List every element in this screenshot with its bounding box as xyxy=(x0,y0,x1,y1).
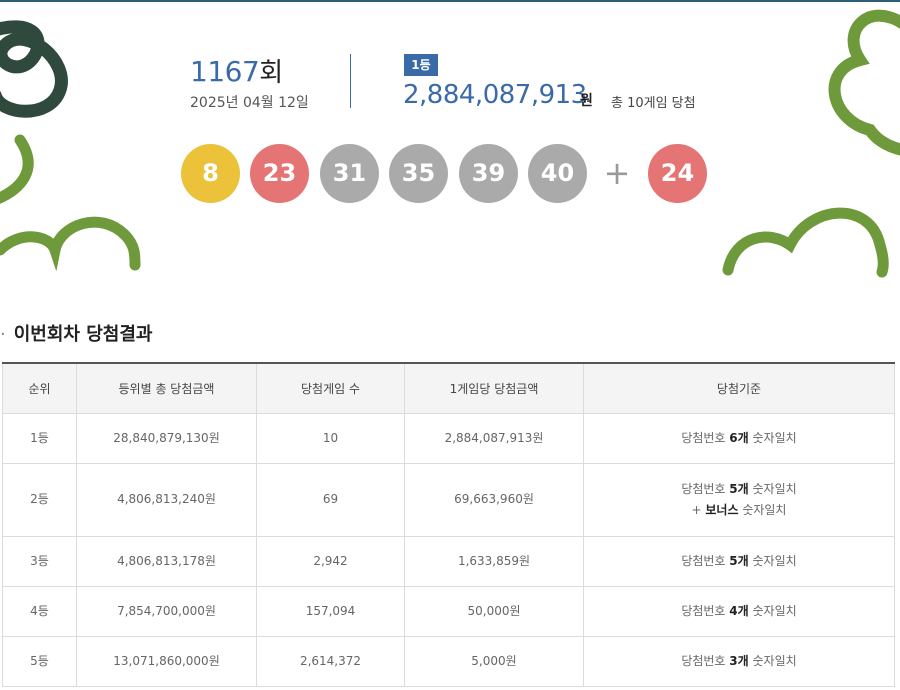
column-header: 1게임당 당첨금액 xyxy=(404,362,584,414)
criteria-text: 숫자일치 xyxy=(748,653,797,668)
per-game-prize-cell: 50,000원 xyxy=(404,585,584,637)
total-prize-cell: 28,840,879,130원 xyxy=(76,412,257,464)
jackpot-unit: 원 xyxy=(580,93,593,109)
rank-badge: 1등 xyxy=(404,54,438,76)
criteria-cell: 당첨번호 4개 숫자일치 xyxy=(583,585,895,637)
winners-note: 총 10게임 당첨 xyxy=(611,96,696,111)
criteria-text: 숫자일치 xyxy=(748,603,797,618)
total-prize-cell: 4,806,813,178원 xyxy=(76,535,257,587)
criteria-cell: 당첨번호 5개 숫자일치 xyxy=(583,535,895,587)
column-header: 당첨게임 수 xyxy=(256,362,405,414)
table-row: 5등 13,071,860,000원 2,614,372 5,000원 당첨번호… xyxy=(2,635,895,687)
per-game-prize-cell: 1,633,859원 xyxy=(404,535,584,587)
criteria-cell: 당첨번호 3개 숫자일치 xyxy=(583,635,895,687)
per-game-prize-cell: 5,000원 xyxy=(404,635,584,687)
bullet-dot: · xyxy=(0,324,6,345)
table-row: 2등 4,806,813,240원 69 69,663,960원 당첨번호 5개… xyxy=(2,462,895,537)
number-ball: 39 xyxy=(459,144,518,203)
top-border xyxy=(0,0,900,2)
criteria-text: 당첨번호 xyxy=(681,603,730,618)
winning-games-cell: 10 xyxy=(256,412,405,464)
rank-cell: 2등 xyxy=(2,462,77,537)
criteria-count: 5개 xyxy=(729,482,749,497)
table-row: 4등 7,854,700,000원 157,094 50,000원 당첨번호 4… xyxy=(2,585,895,637)
criteria-text: 당첨번호 xyxy=(681,553,730,568)
number-ball: 35 xyxy=(389,144,448,203)
criteria-count: 3개 xyxy=(729,653,749,668)
draw-date: 2025년 04월 12일 xyxy=(190,95,309,111)
winning-games-cell: 2,942 xyxy=(256,535,405,587)
section-title: · 이번회차 당첨결과 xyxy=(0,320,152,346)
header-divider xyxy=(350,54,351,108)
criteria-text: 숫자일치 xyxy=(748,553,797,568)
criteria-text: 숫자일치 xyxy=(738,502,787,517)
criteria-text: 숫자일치 xyxy=(748,482,797,497)
number-ball: 23 xyxy=(250,144,309,203)
background-decoration xyxy=(0,9,900,278)
winning-games-cell: 157,094 xyxy=(256,585,405,637)
criteria-text: 당첨번호 xyxy=(681,653,730,668)
per-game-prize-cell: 2,884,087,913원 xyxy=(404,412,584,464)
number-ball: 8 xyxy=(181,144,240,203)
rank-cell: 1등 xyxy=(2,412,77,464)
total-prize-cell: 13,071,860,000원 xyxy=(76,635,257,687)
criteria-count: 5개 xyxy=(729,553,749,568)
plus-sign: + xyxy=(603,154,631,192)
column-header: 등위별 총 당첨금액 xyxy=(76,362,257,414)
bonus-number-ball: 24 xyxy=(648,144,707,203)
winning-games-cell: 69 xyxy=(256,462,405,537)
section-title-text: 이번회차 당첨결과 xyxy=(13,324,153,345)
rank-cell: 4등 xyxy=(2,585,77,637)
column-header: 순위 xyxy=(2,362,77,414)
column-header: 당첨기준 xyxy=(583,362,895,414)
table-row: 3등 4,806,813,178원 2,942 1,633,859원 당첨번호 … xyxy=(2,535,895,587)
criteria-text: + xyxy=(691,502,706,517)
criteria-bonus: 보너스 xyxy=(705,502,739,517)
rank-cell: 3등 xyxy=(2,535,77,587)
table-row: 1등 28,840,879,130원 10 2,884,087,913원 당첨번… xyxy=(2,412,895,464)
total-prize-cell: 4,806,813,240원 xyxy=(76,462,257,537)
round-number-value: 1167 xyxy=(190,55,260,88)
round-unit: 회 xyxy=(259,58,283,88)
number-ball: 40 xyxy=(528,144,587,203)
criteria-text: 당첨번호 xyxy=(681,430,730,445)
total-prize-cell: 7,854,700,000원 xyxy=(76,585,257,637)
criteria-text: 숫자일치 xyxy=(748,430,797,445)
jackpot-amount: 2,884,087,913 xyxy=(403,80,587,110)
criteria-cell: 당첨번호 5개 숫자일치 + 보너스 숫자일치 xyxy=(583,462,895,537)
per-game-prize-cell: 69,663,960원 xyxy=(404,462,584,537)
results-table: 순위 등위별 총 당첨금액 당첨게임 수 1게임당 당첨금액 당첨기준 1등 2… xyxy=(2,362,895,687)
winning-games-cell: 2,614,372 xyxy=(256,635,405,687)
criteria-text: 당첨번호 xyxy=(681,482,730,497)
round-number: 1167회 xyxy=(190,52,283,89)
criteria-count: 6개 xyxy=(729,430,749,445)
number-ball: 31 xyxy=(320,144,379,203)
rank-cell: 5등 xyxy=(2,635,77,687)
criteria-cell: 당첨번호 6개 숫자일치 xyxy=(583,412,895,464)
table-header-row: 순위 등위별 총 당첨금액 당첨게임 수 1게임당 당첨금액 당첨기준 xyxy=(2,362,895,414)
criteria-count: 4개 xyxy=(729,603,749,618)
